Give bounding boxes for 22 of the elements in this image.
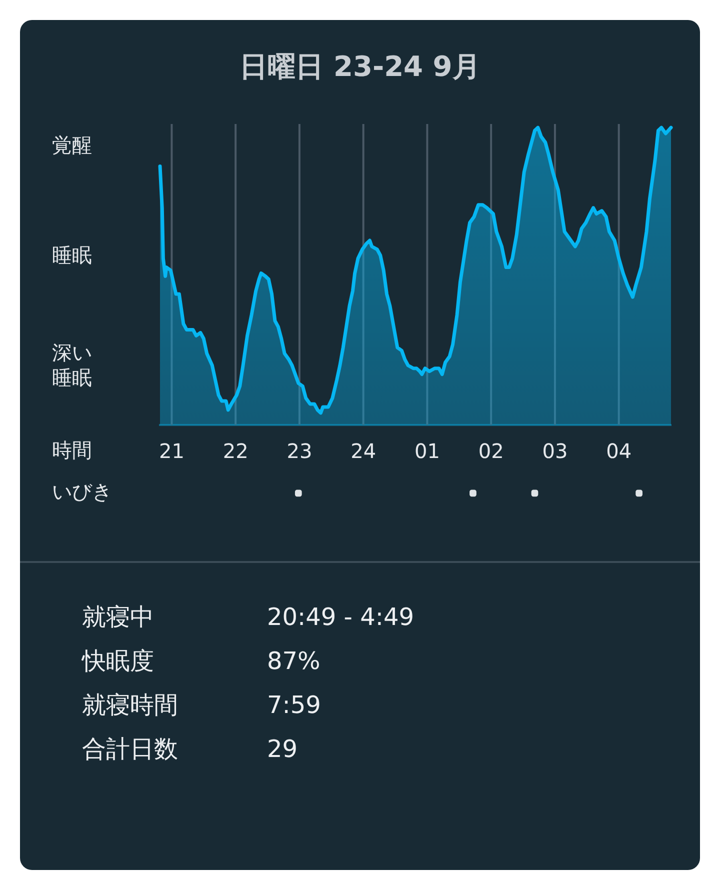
x-tick-label: 21 [158, 439, 184, 464]
text: 20:49 - 4:49 [267, 602, 414, 633]
x-tick-label: 22 [222, 439, 248, 464]
text: 29 [267, 734, 298, 765]
text: 睡眠 [52, 243, 92, 268]
text: 87% [267, 646, 320, 677]
text: 就寝中 [82, 602, 154, 633]
chart-title: 日曜日 23-24 9月 [238, 49, 482, 85]
text: 快眠度 [82, 646, 154, 677]
text: 7:59 [267, 690, 321, 721]
x-tick-label: 03 [542, 439, 568, 464]
text: いびき [52, 479, 112, 504]
text: 覚醒 [52, 133, 92, 158]
text: 深い睡眠 [52, 340, 92, 390]
x-axis-title: 時間 [52, 438, 92, 462]
x-tick-label: 01 [414, 439, 440, 464]
text: 合計日数 [82, 734, 178, 765]
x-tick-label: 02 [478, 439, 504, 464]
x-tick-label: 24 [350, 439, 376, 464]
text: 就寝時間 [82, 690, 178, 721]
x-tick-label: 23 [286, 439, 312, 464]
x-tick-label: 04 [606, 439, 632, 464]
